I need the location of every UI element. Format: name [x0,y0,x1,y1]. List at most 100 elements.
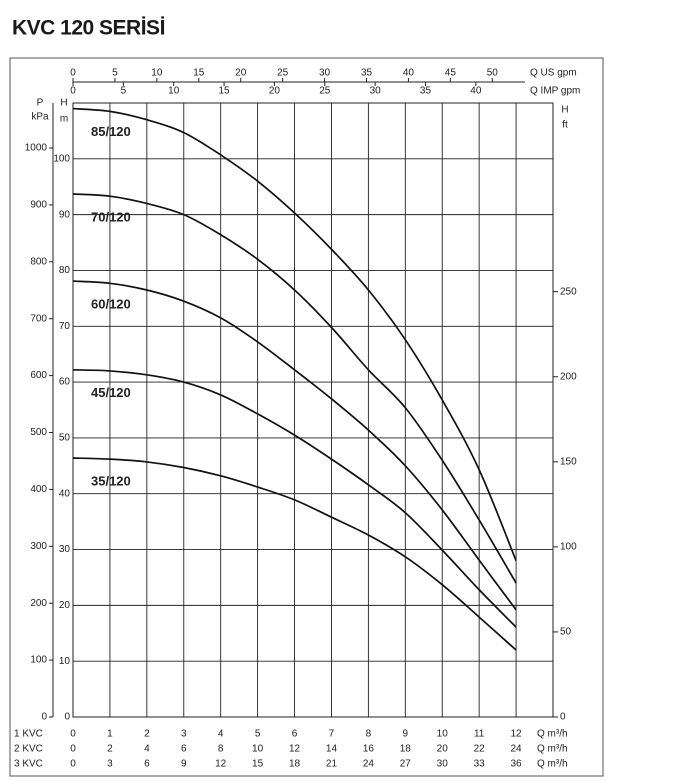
x-tick-label: 0 [70,744,76,755]
x-tick-label: 12 [215,759,227,770]
y-axis-unit: m [60,114,68,125]
p-tick-label: 900 [30,200,47,211]
x-tick-label: 4 [218,729,224,740]
top-tick-label: 15 [193,68,205,79]
x-tick-label: 4 [144,744,150,755]
y-tick-label: 100 [53,153,70,164]
x-tick-label: 2 [107,744,113,755]
x-tick-label: 21 [326,759,338,770]
y-axis-label: H [60,98,67,109]
p-tick-label: 400 [30,484,47,495]
y-tick-label: 0 [64,712,70,723]
top-tick-label: 30 [319,68,331,79]
curve [72,457,517,651]
x-tick-label: 9 [181,759,187,770]
y-tick-label: 10 [59,656,71,667]
top-tick-label: 35 [361,68,373,79]
y-tick-label: 40 [59,488,71,499]
top-tick-label: 15 [219,86,231,97]
x-tick-label: 27 [400,759,412,770]
x-tick-label: 6 [144,759,150,770]
top-tick-label: 10 [151,68,163,79]
top-tick-label: 5 [121,86,127,97]
x-tick-label: 15 [252,759,264,770]
p-tick-label: 700 [30,313,47,324]
x-tick-label: 22 [474,744,486,755]
x-tick-label: 11 [474,729,485,740]
x-row-label: 1 KVC [14,729,43,740]
top-axis-label: Q IMP gpm [530,86,580,97]
x-tick-label: 8 [218,744,224,755]
x-tick-label: 24 [511,744,523,755]
top-axis-label: Q US gpm [530,68,577,79]
y-tick-label: 50 [59,433,71,444]
top-tick-label: 20 [235,68,247,79]
x-tick-label: 6 [181,744,187,755]
p-tick-label: 200 [30,598,47,609]
p-tick-label: 800 [30,256,47,267]
x-tick-label: 1 [107,729,113,740]
x-tick-label: 8 [366,729,372,740]
p-axis-unit: kPa [31,112,49,123]
top-tick-label: 40 [470,86,482,97]
p-tick-label: 100 [30,655,47,666]
x-tick-label: 0 [70,729,76,740]
y2-tick-label: 250 [560,286,577,297]
top-tick-label: 20 [269,86,281,97]
frame [9,57,604,777]
top-tick-label: 0 [70,86,76,97]
curve-label: 45/120 [91,385,131,400]
p-tick-label: 1000 [25,143,48,154]
x-tick-label: 3 [107,759,113,770]
y2-tick-label: 150 [560,456,577,467]
curve [72,107,517,562]
chart-title: KVC 120 SERİSİ [12,17,165,40]
curve-label: 70/120 [91,209,131,224]
p-tick-label: 0 [41,712,47,723]
curve [72,193,517,584]
x-tick-label: 30 [437,759,449,770]
x-tick-label: 33 [474,759,486,770]
top-tick-label: 35 [420,86,432,97]
x-tick-label: 20 [437,744,449,755]
x-tick-label: 14 [326,744,338,755]
y-tick-label: 70 [59,321,71,332]
y2-tick-label: 50 [560,627,572,638]
plot-frame [72,102,554,718]
top-tick-label: 45 [445,68,457,79]
top-tick-label: 5 [112,68,118,79]
p-tick-label: 600 [30,370,47,381]
curve-label: 35/120 [91,473,131,488]
x-tick-label: 7 [329,729,335,740]
y-tick-label: 30 [59,544,71,555]
x-row-label: 3 KVC [14,759,43,770]
curve [72,280,517,611]
curve-label: 60/120 [91,296,131,311]
p-axis-label: P [37,98,44,109]
x-row-label: 2 KVC [14,744,43,755]
y2-tick-label: 200 [560,371,577,382]
x-tick-label: 12 [511,729,523,740]
x-tick-label: 18 [400,744,412,755]
x-tick-label: 3 [181,729,187,740]
top-tick-label: 30 [370,86,382,97]
y2-axis-unit: ft [562,120,568,131]
curve-label: 85/120 [91,124,131,139]
x-tick-label: 10 [252,744,264,755]
y2-axis-label: H [561,105,568,116]
x-tick-label: 0 [70,759,76,770]
top-tick-label: 10 [168,86,180,97]
x-tick-label: 2 [144,729,150,740]
top-tick-label: 40 [403,68,415,79]
x-tick-label: 18 [289,759,301,770]
x-tick-label: 24 [363,759,375,770]
top-tick-label: 25 [277,68,289,79]
top-tick-label: 0 [70,68,76,79]
x-tick-label: 12 [289,744,301,755]
x-tick-label: 10 [437,729,449,740]
p-tick-label: 300 [30,541,47,552]
y2-tick-label: 0 [560,712,566,723]
x-tick-label: 9 [403,729,409,740]
y-tick-label: 80 [59,265,71,276]
